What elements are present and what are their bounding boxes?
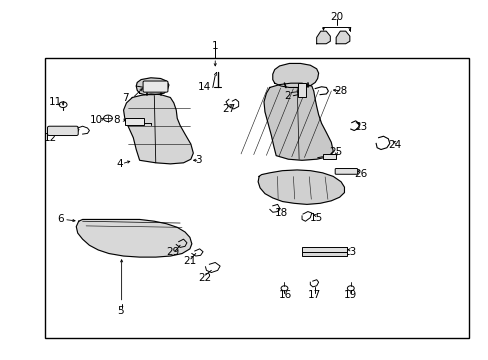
Text: 11: 11 xyxy=(49,97,62,107)
Bar xyxy=(322,154,335,159)
Text: 17: 17 xyxy=(307,291,320,301)
Polygon shape xyxy=(123,94,193,164)
Text: 27: 27 xyxy=(222,104,235,114)
Polygon shape xyxy=(264,83,332,160)
Text: 28: 28 xyxy=(334,86,347,96)
Text: 7: 7 xyxy=(122,93,128,103)
Text: 22: 22 xyxy=(198,273,211,283)
Bar xyxy=(302,252,346,256)
Polygon shape xyxy=(76,220,191,257)
Text: 21: 21 xyxy=(183,256,196,266)
Text: 10: 10 xyxy=(89,115,102,125)
Text: 26: 26 xyxy=(353,168,366,179)
Bar xyxy=(302,247,346,252)
Text: 14: 14 xyxy=(198,82,211,93)
Text: 29: 29 xyxy=(166,247,179,257)
Text: 20: 20 xyxy=(330,12,343,22)
Text: 5: 5 xyxy=(117,306,123,316)
Polygon shape xyxy=(316,31,330,44)
Text: 18: 18 xyxy=(274,208,287,218)
Polygon shape xyxy=(272,63,318,87)
Text: 4: 4 xyxy=(117,159,123,169)
FancyBboxPatch shape xyxy=(334,168,357,174)
Text: 3: 3 xyxy=(194,155,201,165)
Polygon shape xyxy=(258,170,344,204)
Text: 23: 23 xyxy=(353,122,366,132)
Polygon shape xyxy=(136,78,168,95)
Text: 15: 15 xyxy=(309,213,323,222)
Text: 24: 24 xyxy=(387,140,401,150)
Text: 9: 9 xyxy=(67,127,74,136)
Text: 25: 25 xyxy=(329,147,342,157)
Text: 19: 19 xyxy=(344,291,357,301)
Bar xyxy=(125,118,143,126)
FancyBboxPatch shape xyxy=(47,126,78,135)
Bar xyxy=(298,83,305,97)
Text: 16: 16 xyxy=(278,291,291,301)
Text: 1: 1 xyxy=(211,41,218,50)
Text: 12: 12 xyxy=(44,133,58,143)
Text: 2: 2 xyxy=(284,91,290,101)
Polygon shape xyxy=(335,31,349,44)
FancyBboxPatch shape xyxy=(143,81,167,92)
Bar xyxy=(44,58,468,338)
Text: 8: 8 xyxy=(113,115,120,125)
Text: 6: 6 xyxy=(57,215,64,224)
Text: 13: 13 xyxy=(344,247,357,257)
